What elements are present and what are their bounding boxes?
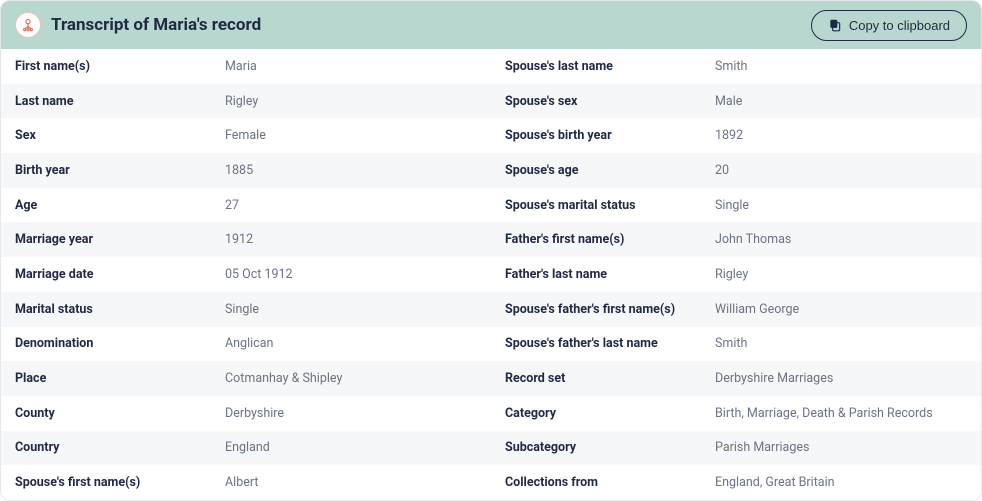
field-value: Rigley <box>225 94 258 109</box>
field-value: Smith <box>715 336 747 351</box>
field-label: Spouse's last name <box>505 59 715 74</box>
field-value: Derbyshire Marriages <box>715 371 833 386</box>
copy-icon <box>828 18 842 32</box>
copy-button-label: Copy to clipboard <box>849 18 950 33</box>
field-label: Collections from <box>505 475 715 490</box>
table-row: Father's first name(s)John Thomas <box>491 222 981 257</box>
field-value: Smith <box>715 59 747 74</box>
table-row: Spouse's birth year1892 <box>491 118 981 153</box>
header-left: Transcript of Maria's record <box>15 12 261 38</box>
field-label: Marriage date <box>15 267 225 282</box>
field-value: Single <box>225 302 259 317</box>
table-row: Father's last nameRigley <box>491 257 981 292</box>
transcript-grid: First name(s)MariaLast nameRigleySexFema… <box>1 49 981 500</box>
field-value: 1885 <box>225 163 253 178</box>
field-value: 05 Oct 1912 <box>225 267 293 282</box>
table-row: CategoryBirth, Marriage, Death & Parish … <box>491 396 981 431</box>
table-row: Record setDerbyshire Marriages <box>491 361 981 396</box>
field-value: 1892 <box>715 128 743 143</box>
field-label: Spouse's father's last name <box>505 336 715 351</box>
table-row: Spouse's father's last nameSmith <box>491 327 981 362</box>
table-row: SexFemale <box>1 118 491 153</box>
field-label: County <box>15 406 225 421</box>
table-row: Marriage year1912 <box>1 222 491 257</box>
field-label: Father's last name <box>505 267 715 282</box>
field-value: 27 <box>225 198 239 213</box>
table-row: CountryEngland <box>1 431 491 466</box>
table-row: Spouse's father's first name(s)William G… <box>491 292 981 327</box>
field-value: Rigley <box>715 267 748 282</box>
table-row: Marital statusSingle <box>1 292 491 327</box>
field-label: Spouse's age <box>505 163 715 178</box>
field-label: Age <box>15 198 225 213</box>
field-label: Category <box>505 406 715 421</box>
field-label: Marital status <box>15 302 225 317</box>
table-row: Last nameRigley <box>1 84 491 119</box>
field-label: Spouse's marital status <box>505 198 715 213</box>
field-value: 20 <box>715 163 729 178</box>
field-value: Female <box>225 128 266 143</box>
field-value: William George <box>715 302 799 317</box>
table-row: SubcategoryParish Marriages <box>491 431 981 466</box>
table-row: First name(s)Maria <box>1 49 491 84</box>
field-value: Derbyshire <box>225 406 284 421</box>
field-label: Spouse's birth year <box>505 128 715 143</box>
field-label: Last name <box>15 94 225 109</box>
table-row: Spouse's last nameSmith <box>491 49 981 84</box>
table-row: Spouse's first name(s)Albert <box>1 465 491 500</box>
field-value: Parish Marriages <box>715 440 809 455</box>
field-value: Anglican <box>225 336 273 351</box>
table-row: Birth year1885 <box>1 153 491 188</box>
transcript-card: Transcript of Maria's record Copy to cli… <box>0 0 982 501</box>
field-value: Albert <box>225 475 258 490</box>
card-title: Transcript of Maria's record <box>51 15 261 35</box>
field-value: England, Great Britain <box>715 475 835 490</box>
field-label: Place <box>15 371 225 386</box>
field-label: Marriage year <box>15 232 225 247</box>
field-value: England <box>225 440 270 455</box>
field-label: Country <box>15 440 225 455</box>
field-label: Birth year <box>15 163 225 178</box>
field-label: Spouse's father's first name(s) <box>505 302 715 317</box>
table-row: Spouse's sexMale <box>491 84 981 119</box>
field-value: 1912 <box>225 232 253 247</box>
field-value: Cotmanhay & Shipley <box>225 371 342 386</box>
table-row: DenominationAnglican <box>1 327 491 362</box>
left-column: First name(s)MariaLast nameRigleySexFema… <box>1 49 491 500</box>
table-row: Collections fromEngland, Great Britain <box>491 465 981 500</box>
field-label: Spouse's sex <box>505 94 715 109</box>
field-label: First name(s) <box>15 59 225 74</box>
field-value: Male <box>715 94 742 109</box>
right-column: Spouse's last nameSmithSpouse's sexMaleS… <box>491 49 981 500</box>
table-row: Age27 <box>1 188 491 223</box>
field-value: John Thomas <box>715 232 791 247</box>
field-value: Single <box>715 198 749 213</box>
copy-to-clipboard-button[interactable]: Copy to clipboard <box>811 10 967 41</box>
table-row: Spouse's age20 <box>491 153 981 188</box>
tree-icon <box>15 12 41 38</box>
field-value: Birth, Marriage, Death & Parish Records <box>715 406 933 421</box>
table-row: PlaceCotmanhay & Shipley <box>1 361 491 396</box>
field-label: Sex <box>15 128 225 143</box>
field-label: Subcategory <box>505 440 715 455</box>
table-row: Spouse's marital statusSingle <box>491 188 981 223</box>
card-header: Transcript of Maria's record Copy to cli… <box>1 1 981 49</box>
field-label: Denomination <box>15 336 225 351</box>
field-label: Record set <box>505 371 715 386</box>
field-value: Maria <box>225 59 257 74</box>
table-row: CountyDerbyshire <box>1 396 491 431</box>
table-row: Marriage date05 Oct 1912 <box>1 257 491 292</box>
field-label: Father's first name(s) <box>505 232 715 247</box>
field-label: Spouse's first name(s) <box>15 475 225 490</box>
